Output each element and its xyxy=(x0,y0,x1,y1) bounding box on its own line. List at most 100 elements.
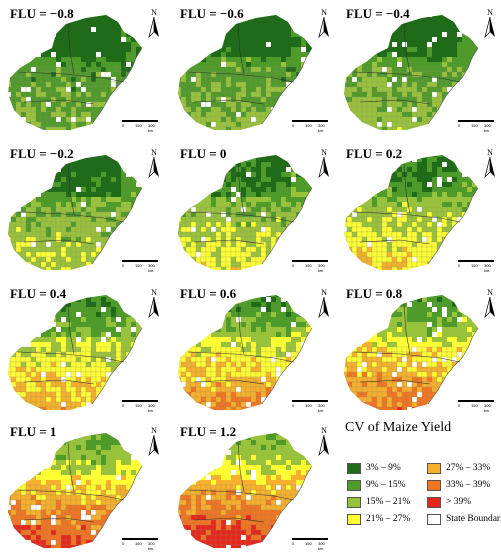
scale-tick: 0 xyxy=(122,541,124,546)
scale-tick: 0 xyxy=(292,263,294,268)
north-arrow-shape xyxy=(148,297,160,319)
legend-item-state-boundaries: State Boundaries xyxy=(427,513,501,526)
north-arrow-shape xyxy=(318,17,330,39)
legend-label: 15% – 21% xyxy=(366,496,410,509)
legend-item-21-27: 21% – 27% xyxy=(347,513,427,526)
north-label: N xyxy=(318,426,330,435)
scale-tick: 0 xyxy=(458,403,460,408)
legend-label: 27% – 33% xyxy=(446,462,490,475)
scale-tick: 0 xyxy=(458,123,460,128)
legend-item-9-15: 9% – 15% xyxy=(347,479,427,492)
north-arrow-shape xyxy=(318,435,330,457)
panel-title: FLU = −0.8 xyxy=(10,6,74,22)
scale-tick: 150 xyxy=(135,403,142,408)
panel-title: FLU = 0.4 xyxy=(10,286,66,302)
north-arrow-icon: N xyxy=(484,288,496,318)
scale-tick: 150 xyxy=(305,123,312,128)
scale-tick: 150 xyxy=(135,123,142,128)
north-arrow-icon: N xyxy=(148,8,160,38)
scale-bar-line xyxy=(292,400,328,402)
north-arrow-icon: N xyxy=(318,148,330,178)
scale-tick: 300 km xyxy=(318,123,328,133)
scale-tick: 150 xyxy=(135,263,142,268)
scale-bar: 0 150 300 km xyxy=(122,258,158,270)
legend-item-27-33: 27% – 33% xyxy=(427,462,501,475)
panel-title: FLU = −0.6 xyxy=(180,6,244,22)
north-arrow-shape xyxy=(484,297,496,319)
scale-tick: 150 xyxy=(305,403,312,408)
scale-bar-line xyxy=(292,120,328,122)
scale-bar-line xyxy=(122,400,158,402)
north-arrow-icon: N xyxy=(148,148,160,178)
north-label: N xyxy=(318,288,330,297)
scale-bar-line xyxy=(122,538,158,540)
scale-tick: 0 xyxy=(122,263,124,268)
legend-label: 33% – 39% xyxy=(446,479,490,492)
scale-bar-line xyxy=(292,538,328,540)
scale-tick: 300 km xyxy=(148,123,158,133)
legend-label: State Boundaries xyxy=(446,513,501,526)
legend: CV of Maize Yield 3% – 9% 9% – 15% 15% –… xyxy=(343,420,498,545)
legend-swatch xyxy=(427,480,441,491)
legend-swatch xyxy=(347,514,361,525)
legend-swatch xyxy=(347,480,361,491)
legend-swatch xyxy=(427,463,441,474)
legend-label: 3% – 9% xyxy=(366,462,401,475)
scale-tick: 300 km xyxy=(484,263,494,273)
scale-tick: 0 xyxy=(122,403,124,408)
north-label: N xyxy=(318,8,330,17)
legend-item-33-39: 33% – 39% xyxy=(427,479,501,492)
legend-swatch xyxy=(427,497,441,508)
north-arrow-shape xyxy=(484,157,496,179)
scale-tick: 150 xyxy=(471,263,478,268)
north-arrow-icon: N xyxy=(148,288,160,318)
map-panel: FLU = −0.2 N 0 150 300 km xyxy=(4,142,164,274)
legend-swatch xyxy=(347,497,361,508)
scale-tick: 300 km xyxy=(484,403,494,413)
scale-bar-line xyxy=(458,120,494,122)
north-label: N xyxy=(148,8,160,17)
scale-bar: 0 150 300 km xyxy=(292,398,328,410)
scale-tick: 300 km xyxy=(148,263,158,273)
legend-item-3-9: 3% – 9% xyxy=(347,462,427,475)
panel-title: FLU = −0.2 xyxy=(10,146,74,162)
legend-label: 9% – 15% xyxy=(366,479,406,492)
north-label: N xyxy=(148,288,160,297)
scale-tick: 300 km xyxy=(318,403,328,413)
north-arrow-icon: N xyxy=(318,8,330,38)
north-arrow-shape xyxy=(318,297,330,319)
north-label: N xyxy=(484,8,496,17)
scale-tick: 0 xyxy=(292,403,294,408)
north-label: N xyxy=(148,426,160,435)
scale-tick: 150 xyxy=(471,123,478,128)
north-arrow-icon: N xyxy=(148,426,160,456)
legend-item-15-21: 15% – 21% xyxy=(347,496,427,509)
north-arrow-shape xyxy=(148,17,160,39)
legend-swatch xyxy=(347,463,361,474)
scale-tick: 300 km xyxy=(318,263,328,273)
north-arrow-icon: N xyxy=(318,288,330,318)
north-arrow-shape xyxy=(484,17,496,39)
north-label: N xyxy=(148,148,160,157)
scale-tick: 150 xyxy=(135,541,142,546)
north-arrow-shape xyxy=(148,435,160,457)
panel-title: FLU = 0.2 xyxy=(346,146,402,162)
